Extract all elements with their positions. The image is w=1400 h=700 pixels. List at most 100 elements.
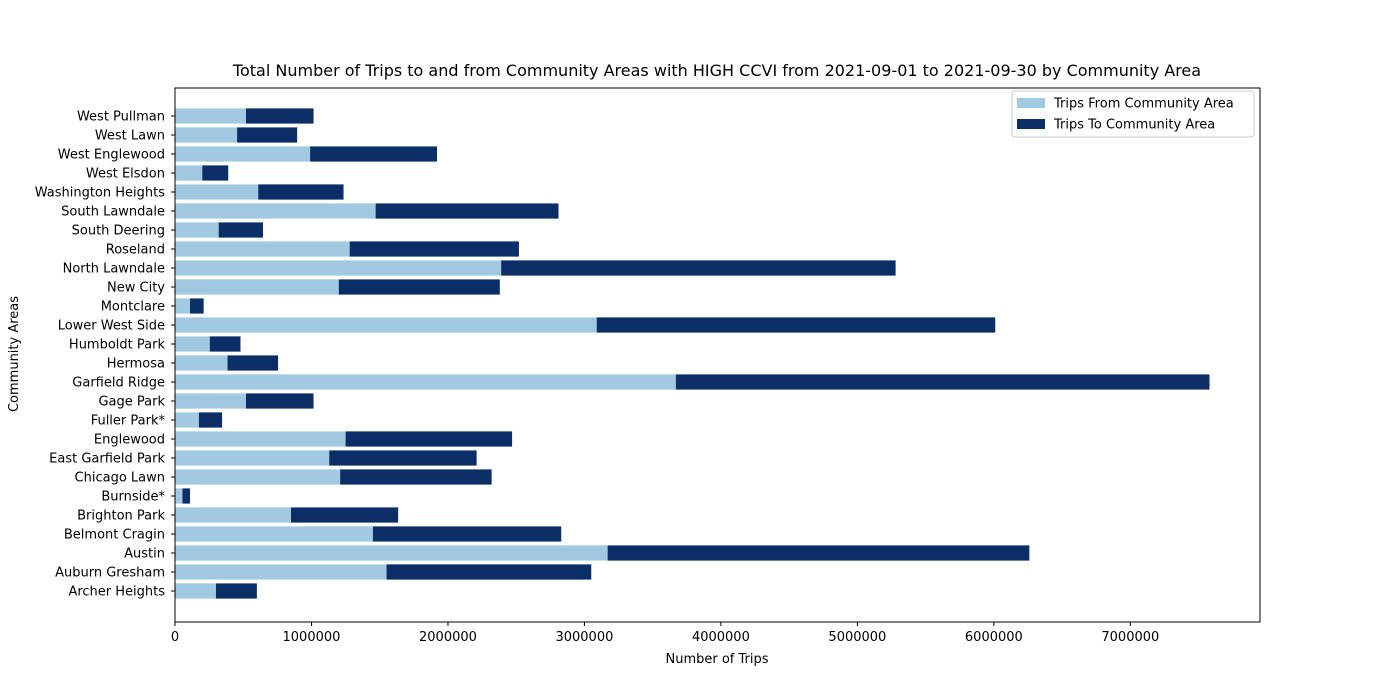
bar-to-auburn-gresham — [386, 564, 592, 580]
bar-to-chicago-lawn — [340, 469, 492, 485]
bar-from-belmont-cragin — [175, 526, 373, 542]
y-tick-label: West Pullman — [77, 110, 165, 125]
bar-from-west-pullman — [175, 108, 246, 124]
bar-to-archer-heights — [215, 583, 257, 599]
bar-to-fuller-park — [198, 412, 223, 428]
y-tick-label: Brighton Park — [77, 509, 165, 524]
legend-label-to: Trips To Community Area — [1053, 118, 1215, 133]
x-tick-label: 7000000 — [1101, 630, 1159, 645]
bar-from-archer-heights — [175, 583, 216, 599]
bar-to-north-lawndale — [501, 260, 896, 276]
bar-from-montclare — [175, 298, 191, 314]
y-tick-label: Chicago Lawn — [75, 471, 165, 486]
bar-from-east-garfield-park — [175, 450, 330, 466]
bar-from-englewood — [175, 431, 346, 447]
x-tick-label: 4000000 — [692, 630, 750, 645]
y-tick-label: Belmont Cragin — [64, 528, 165, 543]
bar-to-garfield-ridge — [675, 374, 1210, 390]
bars-group — [175, 108, 1210, 599]
x-tick-label: 1000000 — [283, 630, 341, 645]
y-tick-label: Englewood — [94, 433, 165, 448]
bar-to-west-elsdon — [202, 165, 229, 181]
bar-from-west-elsdon — [175, 165, 203, 181]
y-tick-label: West Lawn — [95, 129, 165, 144]
bar-from-brighton-park — [175, 507, 292, 523]
bar-to-austin — [607, 545, 1030, 561]
y-tick-label: Auburn Gresham — [55, 566, 165, 581]
y-tick-label: Lower West Side — [58, 319, 165, 334]
bar-to-gage-park — [245, 393, 314, 409]
bar-to-south-lawndale — [375, 203, 559, 219]
bar-from-auburn-gresham — [175, 564, 387, 580]
bar-to-south-deering — [218, 222, 264, 238]
bar-from-chicago-lawn — [175, 469, 341, 485]
y-tick-label: West Elsdon — [86, 167, 165, 182]
y-tick-label: East Garfield Park — [49, 452, 165, 467]
x-tick-label: 5000000 — [828, 630, 886, 645]
bar-to-montclare — [190, 298, 204, 314]
y-tick-label: Roseland — [106, 243, 165, 258]
y-tick-label: Austin — [124, 547, 165, 562]
y-tick-label: Montclare — [101, 300, 165, 315]
bar-to-new-city — [338, 279, 500, 295]
bar-from-west-englewood — [175, 146, 311, 162]
x-tick-label: 2000000 — [419, 630, 477, 645]
legend: Trips From Community Area Trips To Commun… — [1011, 90, 1255, 138]
y-tick-label: Archer Heights — [68, 585, 165, 600]
x-axis: 0 1000000 2000000 3000000 4000000 5000000 6000… — [171, 622, 1159, 645]
bar-to-englewood — [345, 431, 513, 447]
bar-to-west-pullman — [245, 108, 314, 124]
legend-swatch-from — [1017, 98, 1045, 108]
y-tick-label: Garfield Ridge — [72, 376, 165, 391]
y-axis: Archer Heights Auburn Gresham Austin Belmon… — [35, 110, 175, 600]
bar-to-brighton-park — [291, 507, 399, 523]
x-tick-label: 3000000 — [555, 630, 613, 645]
plot-area-frame — [174, 87, 1261, 623]
bar-from-humboldt-park — [175, 336, 210, 352]
legend-swatch-to — [1017, 119, 1045, 129]
bar-to-burnside — [182, 488, 191, 504]
bar-from-south-lawndale — [175, 203, 376, 219]
y-tick-label: West Englewood — [58, 148, 165, 163]
x-tick-label: 0 — [171, 630, 179, 645]
bar-from-west-lawn — [175, 127, 238, 143]
y-tick-label: Hermosa — [107, 357, 165, 372]
bar-to-east-garfield-park — [329, 450, 477, 466]
bar-from-new-city — [175, 279, 339, 295]
bar-to-washington-heights — [258, 184, 344, 200]
bar-from-garfield-ridge — [175, 374, 676, 390]
y-tick-label: South Lawndale — [61, 205, 165, 220]
bar-from-south-deering — [175, 222, 219, 238]
y-tick-label: Humboldt Park — [69, 338, 166, 353]
x-axis-label: Number of Trips — [665, 652, 768, 667]
y-tick-label: South Deering — [72, 224, 165, 239]
y-tick-label: Gage Park — [98, 395, 165, 410]
y-tick-label: Burnside* — [101, 490, 165, 505]
bar-to-humboldt-park — [209, 336, 241, 352]
y-tick-label: New City — [107, 281, 165, 296]
y-tick-label: Washington Heights — [35, 186, 166, 201]
bar-from-roseland — [175, 241, 350, 257]
bar-to-roseland — [349, 241, 519, 257]
bar-to-west-englewood — [310, 146, 438, 162]
bar-from-fuller-park — [175, 412, 199, 428]
y-tick-label: North Lawndale — [63, 262, 165, 277]
bar-to-west-lawn — [237, 127, 298, 143]
bar-from-north-lawndale — [175, 260, 502, 276]
bar-to-lower-west-side — [596, 317, 996, 333]
y-axis-label: Community Areas — [7, 296, 22, 412]
chart-title: Total Number of Trips to and from Commun… — [232, 61, 1201, 80]
legend-box — [1011, 90, 1255, 138]
bar-from-gage-park — [175, 393, 246, 409]
bar-from-burnside — [175, 488, 183, 504]
bar-to-belmont-cragin — [372, 526, 562, 542]
bar-from-austin — [175, 545, 608, 561]
bar-from-washington-heights — [175, 184, 259, 200]
x-tick-label: 6000000 — [965, 630, 1023, 645]
bar-from-lower-west-side — [175, 317, 597, 333]
bar-to-hermosa — [227, 355, 279, 371]
legend-label-from: Trips From Community Area — [1053, 97, 1234, 112]
y-tick-label: Fuller Park* — [91, 414, 166, 429]
bar-from-hermosa — [175, 355, 228, 371]
